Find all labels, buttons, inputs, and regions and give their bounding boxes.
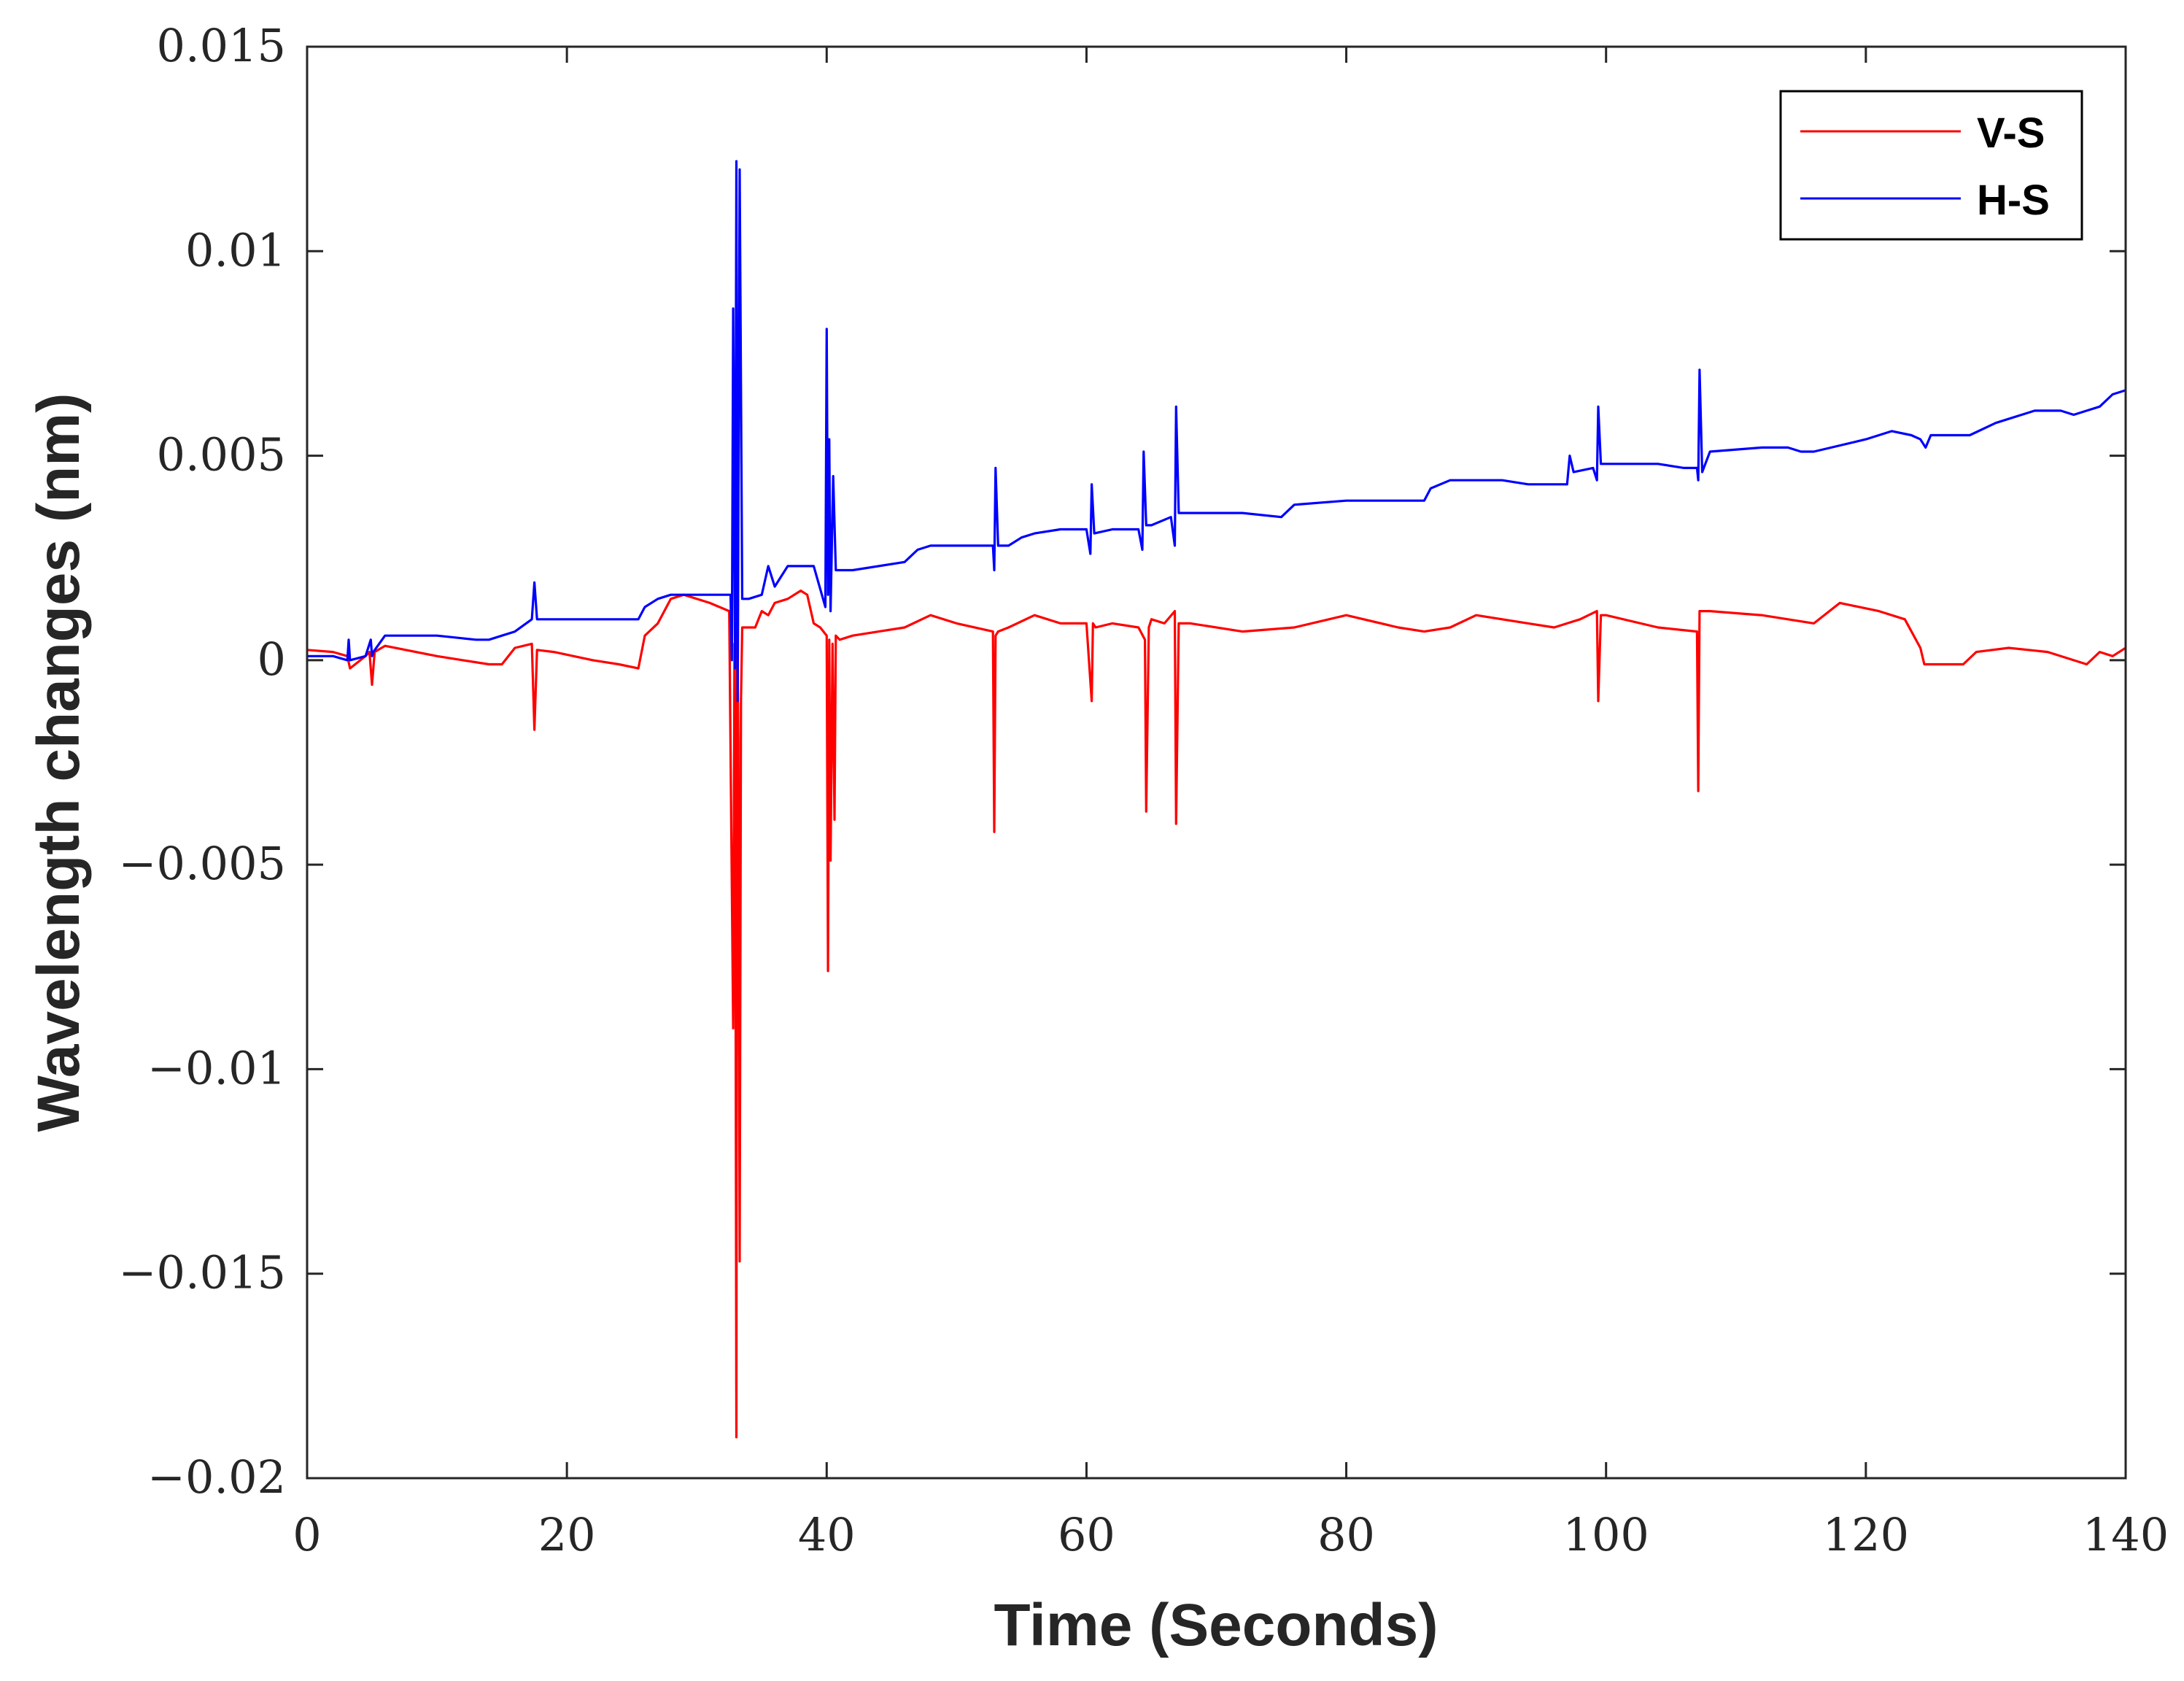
legend-label-h-s: H-S — [1977, 177, 2050, 224]
y-tick-label: −0.02 — [147, 1450, 286, 1504]
x-tick-label: 100 — [1563, 1508, 1649, 1561]
x-tick-label: 80 — [1317, 1508, 1375, 1561]
y-tick-label: −0.005 — [119, 837, 286, 890]
y-tick-label: 0 — [257, 633, 286, 686]
series-layer — [306, 160, 2126, 1439]
y-tick-label: −0.01 — [147, 1041, 286, 1094]
series-line-h-s — [307, 160, 2126, 703]
y-tick-label: 0.01 — [185, 223, 286, 277]
legend-box — [1779, 90, 2083, 241]
x-tick-label: 140 — [2083, 1508, 2169, 1561]
y-tick-label: 0.015 — [157, 19, 287, 72]
x-tick-label: 0 — [293, 1508, 321, 1561]
legend-label-v-s: V-S — [1977, 109, 2045, 157]
x-axis-title: Time (Seconds) — [994, 1592, 1438, 1658]
legend: V-S H-S — [1779, 90, 2083, 241]
y-axis-ticks: −0.02 −0.015 −0.01 −0.005 0 0.005 0.01 0.015 — [119, 19, 2126, 1504]
plot-area-frame — [306, 45, 2127, 1480]
x-tick-label: 60 — [1058, 1508, 1115, 1561]
x-tick-label: 40 — [798, 1508, 856, 1561]
x-axis-ticks: 0 20 40 60 80 100 120 140 — [293, 47, 2169, 1561]
x-tick-label: 120 — [1823, 1508, 1909, 1561]
series-line-v-s — [306, 589, 2126, 1439]
x-tick-label: 20 — [538, 1508, 596, 1561]
y-tick-label: 0.005 — [157, 428, 287, 482]
y-tick-label: −0.015 — [119, 1246, 286, 1299]
y-axis-title: Wavelength changes (nm) — [26, 393, 92, 1132]
